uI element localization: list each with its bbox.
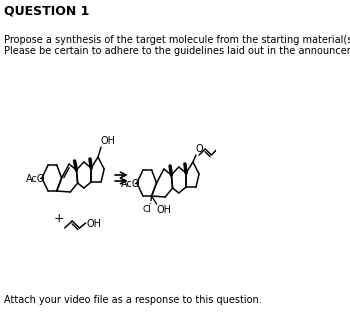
Text: AcO: AcO — [26, 174, 46, 184]
Text: AcO: AcO — [121, 179, 140, 189]
Text: OH: OH — [100, 136, 116, 146]
Text: Please be certain to adhere to the guidelines laid out in the announcement.: Please be certain to adhere to the guide… — [4, 46, 350, 56]
Text: Cl: Cl — [142, 205, 151, 214]
Text: O: O — [195, 144, 203, 154]
Text: QUESTION 1: QUESTION 1 — [4, 5, 89, 18]
Text: +: + — [53, 212, 64, 224]
Text: OH: OH — [86, 219, 101, 229]
Text: Propose a synthesis of the target molecule from the starting material(s) provide: Propose a synthesis of the target molecu… — [4, 35, 350, 45]
Text: Attach your video file as a response to this question.: Attach your video file as a response to … — [4, 295, 261, 305]
Text: OH: OH — [156, 205, 172, 215]
